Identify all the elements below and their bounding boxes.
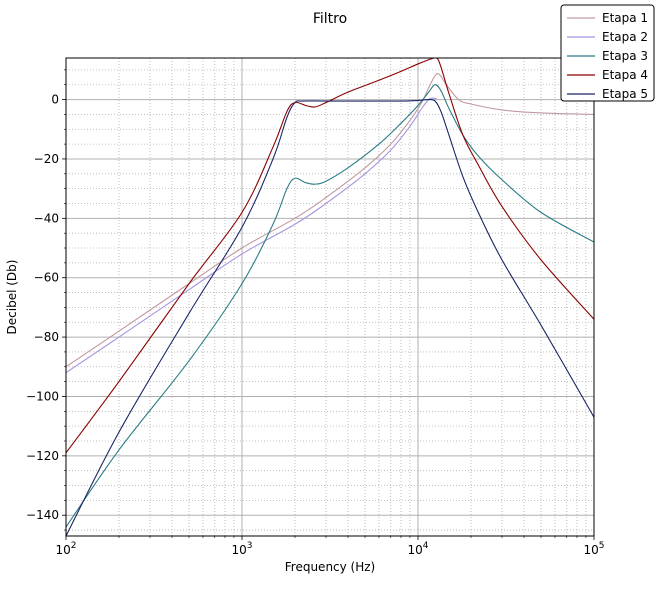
y-tick-label: −40: [34, 211, 59, 225]
x-tick-exponent: 2: [71, 541, 77, 551]
legend: Etapa 1 Etapa 2 Etapa 3 Etapa 4 Etapa 5: [560, 4, 655, 102]
x-tick-label: 105: [583, 541, 604, 557]
legend-label-etapa-3: Etapa 3: [602, 49, 648, 63]
y-tick-label: −120: [26, 449, 59, 463]
x-tick-base: 10: [55, 543, 70, 557]
x-tick-exponent: 5: [599, 541, 605, 551]
x-tick-base: 10: [231, 543, 246, 557]
x-tick-label: 103: [231, 541, 252, 557]
legend-label-etapa-4: Etapa 4: [602, 68, 648, 82]
series-line-etapa-3: [66, 84, 594, 528]
y-tick-label: −80: [34, 330, 59, 344]
x-tick-base: 10: [407, 543, 422, 557]
y-tick-label: −60: [34, 271, 59, 285]
series-layer: [66, 58, 594, 536]
x-tick-base: 10: [583, 543, 598, 557]
y-axis-label: Decibel (Db): [5, 260, 19, 335]
legend-label-etapa-2: Etapa 2: [602, 30, 648, 44]
series-line-etapa-1: [66, 73, 594, 368]
chart-title: Filtro: [313, 11, 347, 27]
plot-area-frame: [65, 57, 595, 537]
legend-box: [560, 4, 655, 102]
x-tick-exponent: 3: [247, 541, 253, 551]
legend-label-etapa-5: Etapa 5: [602, 87, 648, 101]
x-tick-label: 104: [407, 541, 428, 557]
y-tick-label: −20: [34, 152, 59, 166]
y-tick-label: −100: [26, 389, 59, 403]
major-grid: [65, 58, 595, 536]
series-line-etapa-4: [66, 58, 594, 454]
x-axis-label: Frequency (Hz): [285, 560, 376, 574]
legend-label-etapa-1: Etapa 1: [602, 11, 648, 25]
series-line-etapa-5: [66, 99, 594, 536]
y-tick-label: 0: [51, 93, 59, 107]
y-tick-label: −140: [26, 508, 59, 522]
minor-grid: [66, 58, 594, 536]
x-tick-label: 102: [55, 541, 76, 557]
series-line-etapa-2: [66, 97, 437, 374]
x-tick-exponent: 4: [423, 541, 429, 551]
